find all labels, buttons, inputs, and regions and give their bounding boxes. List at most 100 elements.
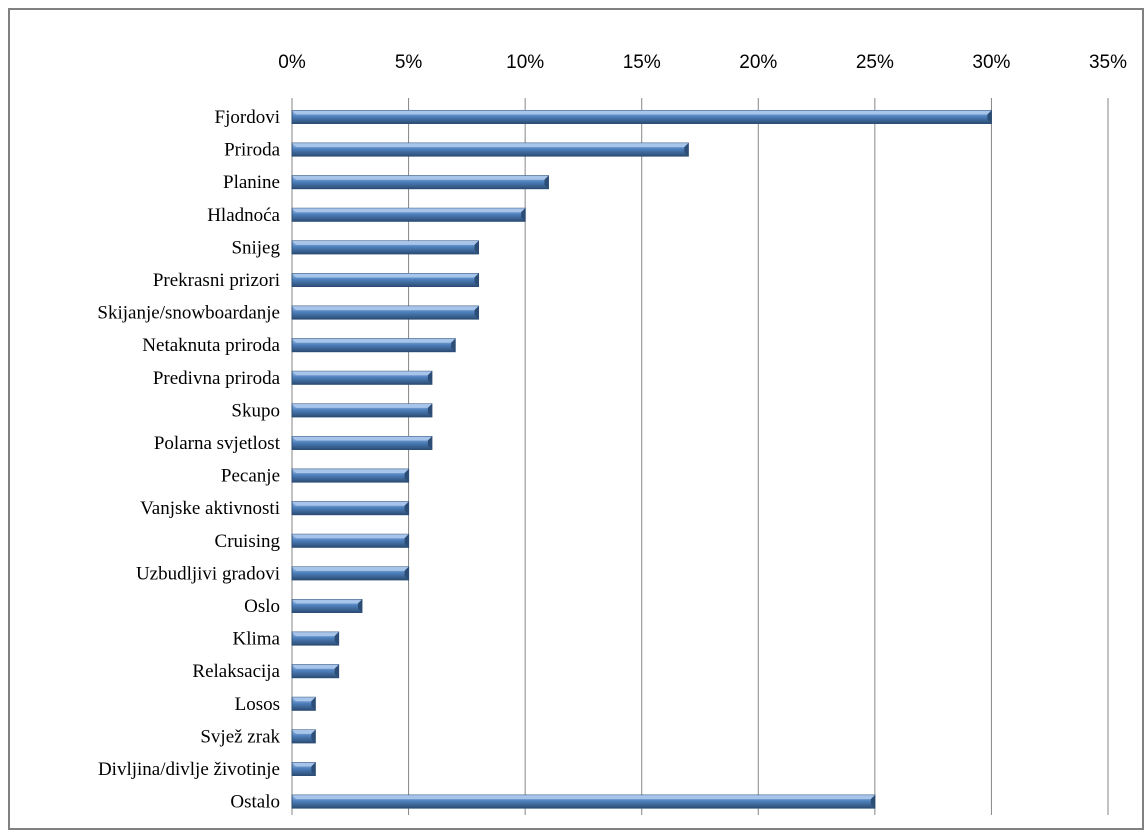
x-axis-tick-labels: 0% 5% 10% 15% 20% 25% 30% 35%: [278, 52, 1127, 73]
bar: [291, 436, 433, 450]
bar-cap: [427, 371, 432, 385]
bar-cap: [427, 436, 432, 450]
category-label: Polarna svjetlost: [154, 433, 281, 454]
bar-cap: [451, 338, 456, 352]
x-tick-label: 10%: [506, 52, 544, 73]
category-label: Pecanje: [221, 466, 280, 487]
x-tick-label: 30%: [972, 52, 1010, 73]
bar-cap: [521, 208, 526, 222]
gridlines: [291, 98, 1109, 815]
bar-face: [292, 240, 479, 245]
category-label: Losos: [235, 694, 280, 715]
x-tick-label: 0%: [278, 52, 306, 73]
bar: [291, 468, 410, 483]
bar: [291, 696, 316, 711]
bar-face: [292, 632, 339, 637]
bar-face: [292, 371, 432, 376]
category-label: Predivna priroda: [153, 368, 281, 389]
bar-cap: [334, 664, 339, 678]
bar-cap: [474, 240, 479, 254]
bar: [291, 305, 480, 320]
bar-face: [292, 729, 316, 734]
bar-face: [292, 795, 875, 800]
bar-cap: [357, 599, 362, 613]
bar: [291, 794, 876, 809]
bar-face: [292, 306, 479, 311]
category-labels: Fjordovi Priroda Planine Hladnoća Snijeg Prek…: [97, 107, 280, 813]
category-label: Skupo: [231, 400, 280, 421]
bar-face: [292, 697, 316, 702]
x-tick-label: 20%: [739, 52, 777, 73]
bar-cap: [474, 306, 479, 320]
bar-face: [292, 143, 689, 148]
bar-cap: [311, 697, 316, 711]
bar-face: [292, 664, 339, 669]
category-label: Relaksacija: [192, 661, 280, 682]
bar-cap: [311, 762, 316, 776]
category-label: Cruising: [215, 531, 281, 552]
bar: [291, 501, 410, 516]
bar-cap: [474, 273, 479, 287]
bar-cap: [404, 469, 409, 483]
bars: [291, 110, 992, 809]
bar: [291, 631, 340, 646]
bar: [291, 273, 480, 287]
category-label: Vanjske aktivnosti: [140, 498, 280, 519]
bar-cap: [311, 729, 316, 743]
bar: [291, 566, 410, 581]
category-label: Netaknuta priroda: [142, 335, 280, 356]
bar: [291, 207, 526, 222]
bar: [291, 142, 689, 157]
x-tick-label: 15%: [623, 52, 661, 73]
bar-face: [292, 110, 992, 115]
bar: [291, 762, 316, 776]
bar-face: [292, 599, 362, 604]
bar-face: [292, 175, 549, 180]
bar-cap: [870, 795, 875, 809]
bar: [291, 533, 410, 548]
x-tick-label: 25%: [856, 52, 894, 73]
category-label: Uzbudljivi gradovi: [136, 563, 280, 584]
category-label: Divljina/divlje životinje: [98, 759, 280, 780]
bar-face: [292, 501, 409, 506]
category-label: Snijeg: [231, 237, 280, 258]
bar: [291, 664, 340, 679]
bar-cap: [544, 175, 549, 189]
category-label: Skijanje/snowboardanje: [97, 303, 280, 324]
bar-cap: [404, 501, 409, 515]
bar-cap: [684, 143, 689, 157]
bar-face: [292, 273, 479, 278]
bar-face: [292, 338, 456, 343]
bar: [291, 110, 992, 124]
bar-cap: [427, 403, 432, 417]
bar: [291, 370, 433, 385]
bar-face: [292, 403, 432, 408]
bar: [291, 175, 549, 190]
category-label: Fjordovi: [215, 107, 280, 128]
bar-cap: [404, 566, 409, 580]
x-tick-label: 35%: [1089, 52, 1127, 73]
bar-cap: [404, 534, 409, 548]
category-label: Klima: [233, 629, 281, 650]
category-label: Priroda: [224, 140, 281, 161]
category-label: Hladnoća: [207, 205, 280, 226]
bar: [291, 729, 316, 744]
bar-face: [292, 469, 409, 474]
bar-face: [292, 566, 409, 571]
bar-face: [292, 436, 432, 441]
bar: [291, 599, 363, 613]
category-label: Planine: [223, 172, 280, 193]
bar-cap: [334, 632, 339, 646]
bar: [291, 338, 456, 353]
category-label: Prekrasni prizori: [153, 270, 280, 291]
bar-cap: [987, 110, 992, 124]
bar-face: [292, 762, 316, 767]
category-label: Oslo: [244, 596, 280, 617]
category-label: Ostalo: [230, 792, 280, 813]
bar: [291, 240, 480, 255]
bar-face: [292, 534, 409, 539]
x-tick-label: 5%: [395, 52, 423, 73]
bar: [291, 403, 433, 418]
category-label: Svjež zrak: [200, 726, 280, 747]
